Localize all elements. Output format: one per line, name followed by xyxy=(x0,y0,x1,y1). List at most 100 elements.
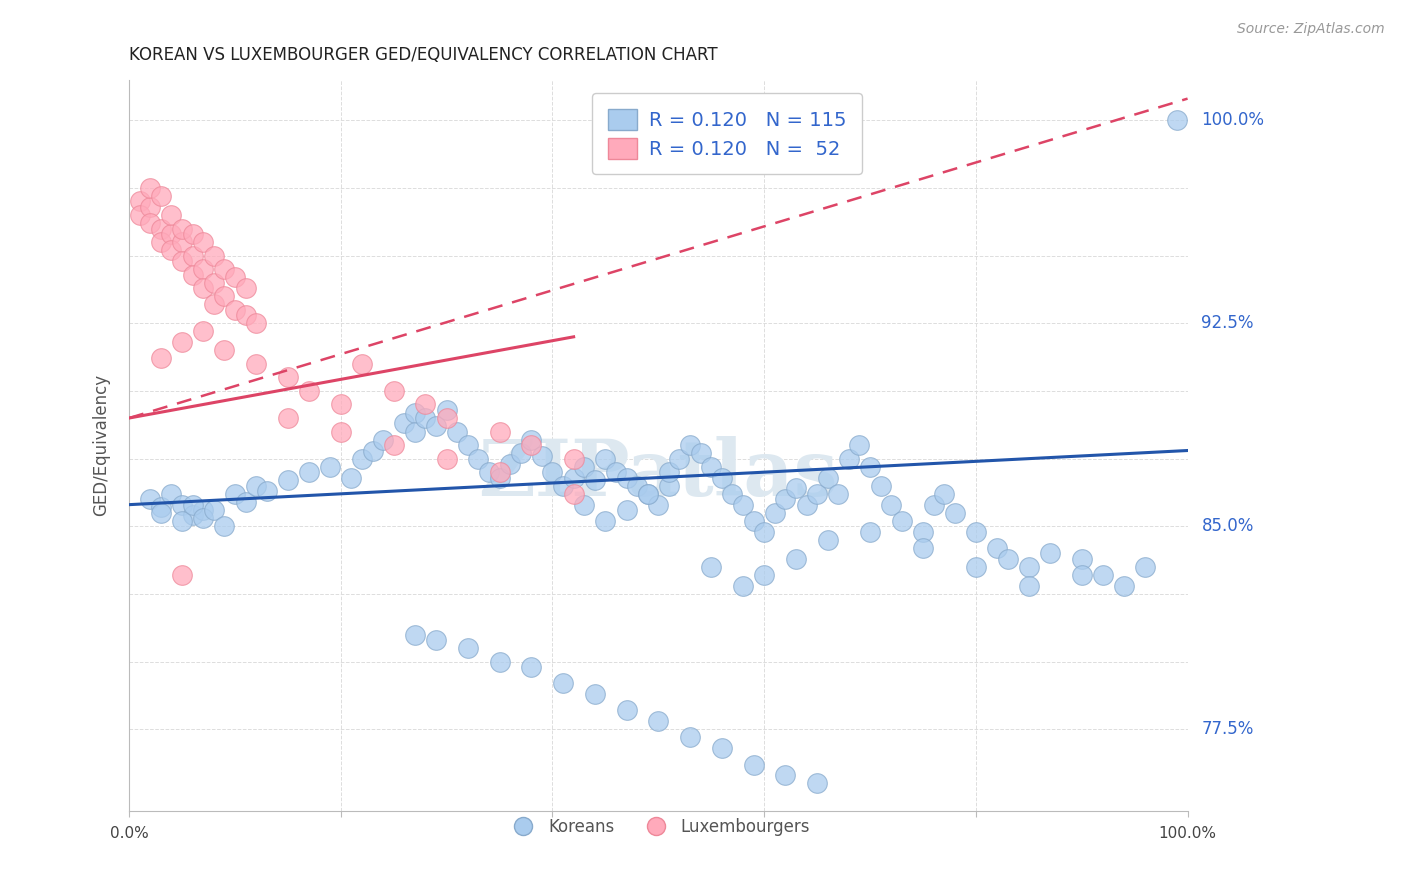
Point xyxy=(170,514,193,528)
Point xyxy=(193,511,215,525)
Point xyxy=(404,406,426,420)
Point xyxy=(932,487,955,501)
Point xyxy=(911,541,934,555)
Point xyxy=(1018,560,1040,574)
Point xyxy=(647,498,669,512)
Point xyxy=(700,459,723,474)
Point xyxy=(467,451,489,466)
Point xyxy=(742,757,765,772)
Point xyxy=(436,411,458,425)
Point xyxy=(371,433,394,447)
Point xyxy=(277,370,299,384)
Point xyxy=(574,459,596,474)
Point xyxy=(149,235,172,249)
Point xyxy=(679,731,702,745)
Point xyxy=(890,514,912,528)
Point xyxy=(551,479,574,493)
Point xyxy=(710,741,733,756)
Point xyxy=(551,676,574,690)
Point xyxy=(775,492,797,507)
Point xyxy=(637,487,659,501)
Point xyxy=(605,465,627,479)
Point xyxy=(181,508,204,523)
Point xyxy=(235,495,257,509)
Point xyxy=(350,451,373,466)
Point xyxy=(415,411,437,425)
Point xyxy=(245,357,267,371)
Point xyxy=(1018,579,1040,593)
Point xyxy=(880,498,903,512)
Point xyxy=(128,208,150,222)
Point xyxy=(193,325,215,339)
Point xyxy=(193,281,215,295)
Point xyxy=(139,492,162,507)
Point xyxy=(785,482,807,496)
Point xyxy=(754,524,776,539)
Point xyxy=(245,316,267,330)
Point xyxy=(785,551,807,566)
Point xyxy=(425,419,447,434)
Point xyxy=(647,714,669,729)
Point xyxy=(181,227,204,241)
Point xyxy=(965,560,987,574)
Point xyxy=(382,384,405,398)
Point xyxy=(170,335,193,350)
Point xyxy=(637,487,659,501)
Point xyxy=(149,221,172,235)
Text: KOREAN VS LUXEMBOURGER GED/EQUIVALENCY CORRELATION CHART: KOREAN VS LUXEMBOURGER GED/EQUIVALENCY C… xyxy=(129,46,717,64)
Text: 100.0%: 100.0% xyxy=(1202,112,1264,129)
Point xyxy=(488,470,510,484)
Point xyxy=(700,560,723,574)
Point xyxy=(668,451,690,466)
Point xyxy=(742,514,765,528)
Point xyxy=(710,470,733,484)
Legend: Koreans, Luxembourgers: Koreans, Luxembourgers xyxy=(499,811,817,842)
Point xyxy=(181,498,204,512)
Point xyxy=(139,216,162,230)
Point xyxy=(202,297,225,311)
Point xyxy=(488,655,510,669)
Point xyxy=(595,514,617,528)
Point xyxy=(806,776,828,790)
Point xyxy=(340,470,363,484)
Point xyxy=(562,487,585,501)
Point xyxy=(298,465,321,479)
Point xyxy=(763,506,786,520)
Point xyxy=(1070,551,1092,566)
Point xyxy=(149,506,172,520)
Point xyxy=(235,308,257,322)
Point xyxy=(319,459,342,474)
Point xyxy=(277,473,299,487)
Point xyxy=(160,243,183,257)
Point xyxy=(583,687,606,701)
Point xyxy=(170,235,193,249)
Point xyxy=(170,498,193,512)
Point xyxy=(731,498,754,512)
Point xyxy=(245,479,267,493)
Point xyxy=(361,443,384,458)
Point xyxy=(214,262,236,277)
Point xyxy=(626,479,648,493)
Point xyxy=(520,660,543,674)
Point xyxy=(1039,546,1062,560)
Point xyxy=(520,433,543,447)
Point xyxy=(446,425,468,439)
Point xyxy=(997,551,1019,566)
Point xyxy=(488,465,510,479)
Point xyxy=(224,270,246,285)
Point xyxy=(149,500,172,515)
Point xyxy=(583,473,606,487)
Point xyxy=(425,632,447,647)
Point xyxy=(1091,568,1114,582)
Point xyxy=(457,641,479,656)
Point xyxy=(562,470,585,484)
Point xyxy=(859,524,882,539)
Point xyxy=(1166,113,1188,128)
Point xyxy=(394,417,416,431)
Point xyxy=(754,568,776,582)
Point xyxy=(986,541,1008,555)
Point xyxy=(658,465,681,479)
Point xyxy=(775,768,797,782)
Point xyxy=(488,425,510,439)
Point xyxy=(796,498,818,512)
